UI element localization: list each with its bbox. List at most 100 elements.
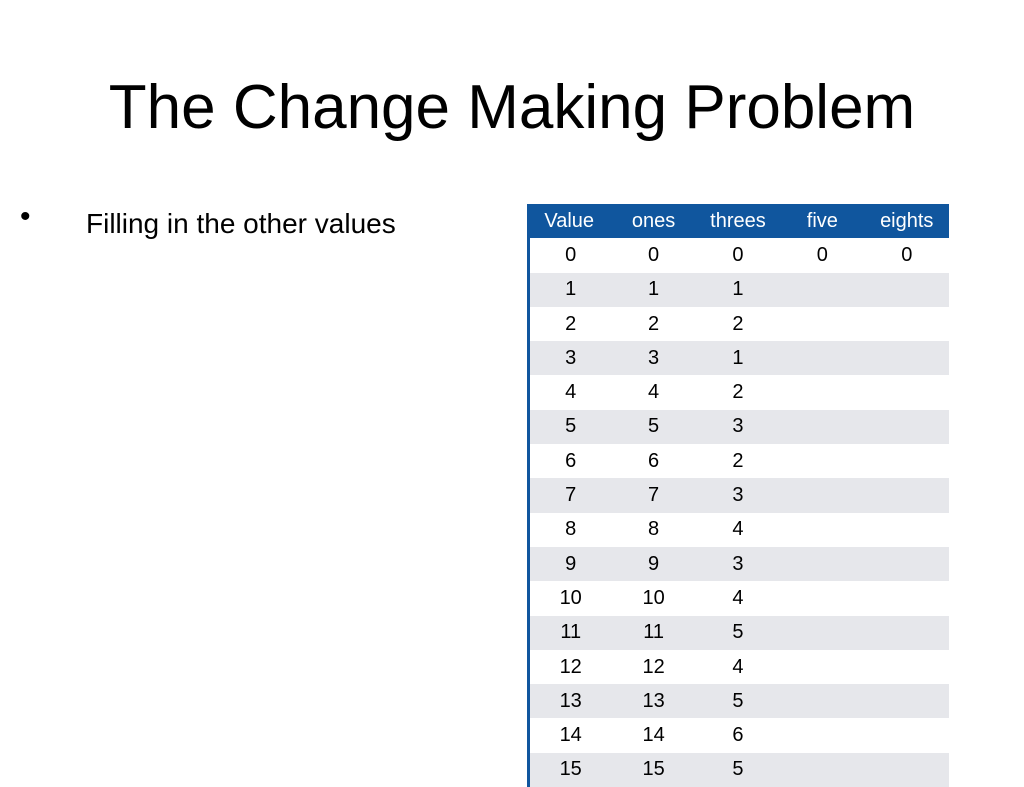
empty-cell xyxy=(865,753,949,787)
bullet-dot: • xyxy=(20,200,31,233)
table-cell: 2 xyxy=(732,381,744,404)
table-cell: 1 xyxy=(648,278,660,301)
empty-cell xyxy=(865,513,949,547)
table-row: 0 0 0 0 0 xyxy=(527,238,949,273)
table-cell: 4 xyxy=(527,375,611,410)
empty-cell xyxy=(780,753,864,787)
table-cell: 0 xyxy=(527,238,611,273)
table-cell: 8 xyxy=(648,518,660,541)
table-cell: 0 xyxy=(648,243,660,266)
header-cell: threes xyxy=(710,209,766,232)
table-cell: 5 xyxy=(732,758,744,781)
table-cell: 8 xyxy=(527,512,611,547)
empty-cell xyxy=(780,650,864,684)
table-cell: 12 xyxy=(642,655,665,678)
empty-cell xyxy=(865,444,949,478)
table-row: 2 2 2 xyxy=(527,306,949,342)
empty-cell xyxy=(780,547,864,581)
table-row: 4 4 2 xyxy=(527,375,949,410)
slide: The Change Making Problem • Filling in t… xyxy=(20,73,949,787)
table-cell: 5 xyxy=(732,621,744,644)
table-cell: 9 xyxy=(648,552,660,575)
table-cell: 7 xyxy=(527,478,611,513)
table-cell: 4 xyxy=(648,381,660,404)
table-row: 5 5 3 xyxy=(527,409,949,445)
table-row: 11 11 5 xyxy=(527,615,949,650)
table-cell: 7 xyxy=(648,484,660,507)
table-row: 3 3 1 xyxy=(527,341,949,376)
table-cell: 10 xyxy=(527,581,611,616)
bullet-text: Filling in the other values xyxy=(86,208,396,239)
table-cell: 2 xyxy=(648,312,660,335)
table-cell: 5 xyxy=(648,415,660,438)
table-cell: 0 xyxy=(732,243,744,266)
table-row: 1 1 1 xyxy=(527,272,949,307)
table-cell: 4 xyxy=(732,518,744,541)
empty-cell xyxy=(780,410,864,444)
empty-cell xyxy=(865,273,949,307)
table-cell: 4 xyxy=(732,586,744,609)
empty-cell xyxy=(780,513,864,547)
empty-cell xyxy=(780,375,864,409)
header-cell: five xyxy=(806,209,838,232)
empty-cell xyxy=(865,410,949,444)
empty-cell xyxy=(780,478,864,512)
empty-cell xyxy=(865,341,949,375)
table-row: 15 15 5 xyxy=(527,752,949,787)
table-cell: 6 xyxy=(732,724,744,747)
table-cell: 11 xyxy=(643,621,664,644)
empty-cell xyxy=(780,581,864,615)
table-cell: 9 xyxy=(527,546,611,582)
empty-cell xyxy=(865,307,949,341)
empty-cell xyxy=(865,547,949,581)
table-cell: 4 xyxy=(732,655,744,678)
table-cell: 15 xyxy=(527,752,611,787)
table-cell: 0 xyxy=(901,243,913,266)
table-cell: 10 xyxy=(642,586,665,609)
empty-cell xyxy=(780,684,864,718)
table-header-row: Value ones threes five eights xyxy=(527,204,949,239)
empty-cell xyxy=(780,341,864,375)
table-cell: 3 xyxy=(648,346,660,369)
empty-cell xyxy=(865,718,949,752)
table-cell: 11 xyxy=(527,615,611,650)
empty-cell xyxy=(780,273,864,307)
table-cell: 14 xyxy=(527,718,611,753)
table: Value ones threes five eights 0 0 0 0 0 1 1 1 2 2 2 3 3 1 4… xyxy=(527,204,949,787)
table-cell: 6 xyxy=(648,449,660,472)
empty-cell xyxy=(780,444,864,478)
table-row: 13 13 5 xyxy=(527,684,949,719)
table-cell: 2 xyxy=(527,306,611,342)
table-cell: 15 xyxy=(642,758,665,781)
table-cell: 3 xyxy=(732,415,744,438)
empty-cell xyxy=(780,616,864,650)
empty-cell xyxy=(865,375,949,409)
header-cell: eights xyxy=(880,209,934,232)
table-cell: 3 xyxy=(732,484,744,507)
table-cell: 2 xyxy=(732,312,744,335)
table-cell: 1 xyxy=(527,272,611,307)
empty-cell xyxy=(865,650,949,684)
table-cell: 0 xyxy=(816,243,828,266)
table-cell: 2 xyxy=(732,449,744,472)
table-cell: 1 xyxy=(732,278,744,301)
table-row: 8 8 4 xyxy=(527,512,949,547)
table-cell: 3 xyxy=(732,552,744,575)
table-cell: 1 xyxy=(732,346,744,369)
slide-title: The Change Making Problem xyxy=(108,73,916,142)
table-row: 14 14 6 xyxy=(527,718,949,753)
table-cell: 13 xyxy=(527,684,611,719)
table-row: 9 9 3 xyxy=(527,546,949,582)
empty-cell xyxy=(865,581,949,615)
table-row: 7 7 3 xyxy=(527,478,949,513)
header-cell: Value xyxy=(544,209,595,232)
table-cell: 3 xyxy=(527,341,611,376)
table-cell: 13 xyxy=(642,689,665,712)
empty-cell xyxy=(780,718,864,752)
header-cell: ones xyxy=(631,209,676,232)
table-row: 12 12 4 xyxy=(527,649,949,685)
table-cell: 12 xyxy=(527,649,611,685)
empty-cell xyxy=(865,684,949,718)
table-cell: 5 xyxy=(732,689,744,712)
table-cell: 14 xyxy=(642,724,665,747)
